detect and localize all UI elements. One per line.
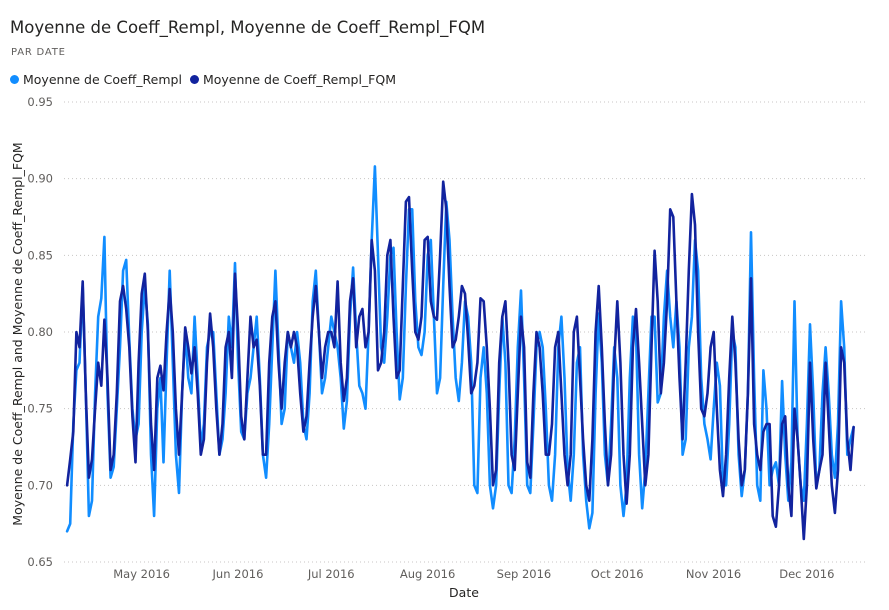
legend-label-coeff-rempl-fqm: Moyenne de Coeff_Rempl_FQM	[202, 72, 396, 87]
legend-marker-coeff-rempl	[10, 75, 19, 84]
y-tick-label: 0.70	[27, 478, 53, 492]
legend-marker-coeff-rempl-fqm	[189, 75, 199, 84]
legend-item-coeff-rempl[interactable]: Moyenne de Coeff_Rempl	[10, 72, 182, 87]
x-tick-label: Oct 2016	[591, 567, 644, 581]
series-lines	[65, 165, 855, 541]
series-line-coeff-rempl-fqm[interactable]	[65, 180, 855, 541]
chart-subtitle: PAR DATE	[11, 47, 66, 58]
x-tick-label: Nov 2016	[686, 567, 741, 581]
chart-legend: Moyenne de Coeff_Rempl Moyenne de Coeff_…	[10, 72, 396, 87]
chart-title: Moyenne de Coeff_Rempl, Moyenne de Coeff…	[10, 18, 486, 37]
y-axis-title: Moyenne de Coeff_Rempl and Moyenne de Co…	[10, 142, 25, 525]
x-tick-label: Jun 2016	[212, 567, 264, 581]
y-tick-label: 0.90	[27, 172, 53, 186]
x-tick-label: Jul 2016	[307, 567, 355, 581]
y-tick-label: 0.80	[27, 325, 53, 339]
y-tick-label: 0.65	[27, 555, 53, 569]
x-tick-label: Aug 2016	[400, 567, 455, 581]
x-tick-label: Dec 2016	[779, 567, 834, 581]
y-tick-label: 0.75	[27, 402, 53, 416]
legend-label-coeff-rempl: Moyenne de Coeff_Rempl	[23, 72, 182, 87]
y-axis-ticks: 0.95 0.90 0.85 0.80 0.75 0.70 0.65	[27, 95, 53, 569]
x-tick-label: May 2016	[113, 567, 170, 581]
x-axis-ticks: May 2016 Jun 2016 Jul 2016 Aug 2016 Sep 2016…	[113, 567, 834, 581]
x-tick-label: Sep 2016	[497, 567, 552, 581]
y-tick-label: 0.85	[27, 248, 53, 262]
x-axis-title: Date	[449, 585, 479, 600]
y-tick-label: 0.95	[27, 95, 53, 109]
legend-item-coeff-rempl-fqm[interactable]: Moyenne de Coeff_Rempl_FQM	[189, 72, 396, 87]
